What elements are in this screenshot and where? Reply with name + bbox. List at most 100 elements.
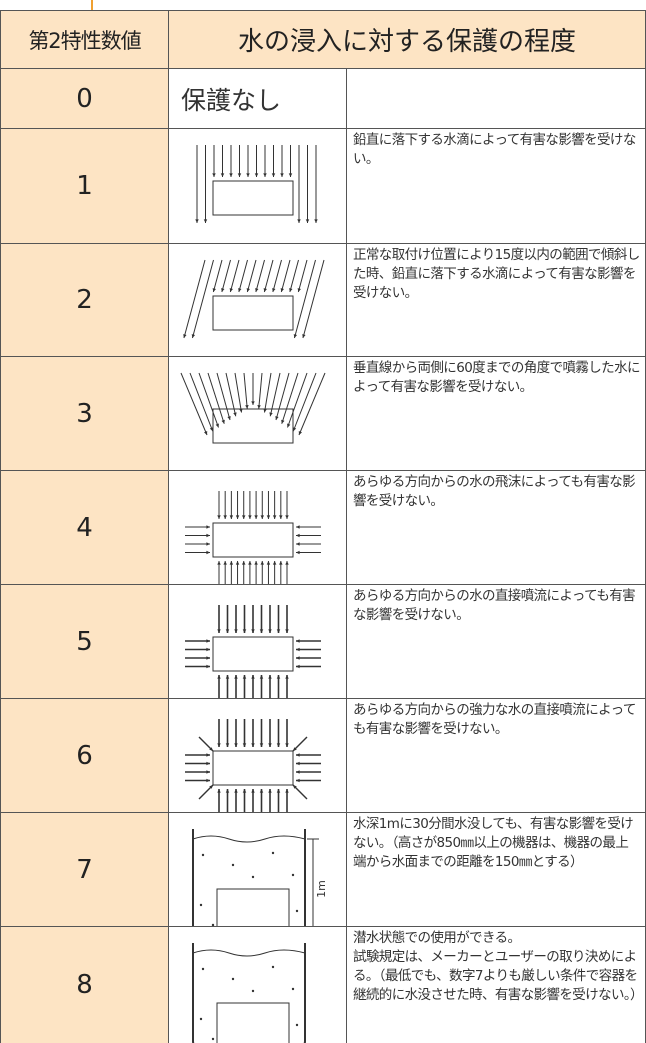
diagram-stroke — [285, 629, 289, 633]
diagram-stroke — [206, 647, 210, 652]
diagram-stroke — [206, 753, 210, 757]
diagram-cell — [168, 926, 347, 1043]
diagram-stroke — [217, 789, 221, 793]
diagram-stroke — [248, 515, 252, 519]
diagram-stroke — [264, 372, 272, 413]
diagram-stroke — [216, 888, 290, 926]
diagram-stroke — [199, 1017, 203, 1021]
diagram-stroke — [221, 259, 231, 293]
diagram-stroke — [268, 743, 272, 747]
diagram-cell — [168, 584, 347, 699]
diagram-stroke — [266, 515, 271, 519]
diagram-cell: 1m — [168, 812, 347, 927]
diagram-stroke — [242, 789, 247, 793]
diagram-stroke — [275, 416, 279, 420]
diagram-stroke — [233, 412, 237, 417]
diagram-stroke — [223, 561, 227, 565]
diagram-stroke — [246, 288, 250, 292]
diagram: 1m — [192, 829, 328, 926]
header-code: 第2特性数値 — [0, 10, 169, 69]
diagram-stroke — [217, 743, 221, 747]
diagram-stroke — [260, 561, 265, 565]
diagram-stroke — [246, 259, 257, 293]
diagram-stroke — [231, 977, 235, 981]
diagram-stroke — [211, 1037, 215, 1041]
diagram-stroke — [211, 923, 215, 926]
diagram-stroke — [271, 173, 276, 177]
diagram-stroke — [259, 743, 264, 747]
diagram-stroke — [251, 743, 255, 747]
diagram-stroke — [234, 743, 238, 747]
diagram-stroke — [281, 419, 285, 424]
diagram-stroke — [248, 561, 252, 565]
diagram-stroke — [314, 219, 318, 223]
diagram-stroke — [259, 675, 264, 679]
diagram-stroke — [238, 288, 242, 292]
diagram-stroke — [243, 372, 248, 409]
diagram-stroke — [206, 770, 210, 774]
diagram-stroke — [260, 515, 265, 519]
diagram-stroke — [204, 431, 208, 435]
diagram-stroke — [279, 561, 283, 565]
diagram-stroke — [285, 561, 289, 565]
diagram-stroke — [293, 785, 297, 789]
diagram-stroke — [180, 372, 208, 436]
diagram-stroke — [206, 550, 210, 555]
diagram-stroke — [215, 423, 219, 428]
diagram-label: 1m — [315, 880, 328, 898]
diagram-stroke — [212, 636, 294, 672]
diagram-stroke — [217, 629, 221, 633]
diagram-stroke — [275, 372, 290, 421]
description: 垂直線から両側に60度までの角度で噴霧した水によって有害な影響を受けない。 — [346, 356, 646, 471]
diagram-stroke — [292, 372, 317, 432]
diagram-stroke — [276, 675, 281, 679]
diagram — [195, 145, 318, 223]
diagram-stroke — [254, 173, 259, 177]
diagram-stroke — [189, 372, 214, 432]
diagram-cell — [168, 470, 347, 585]
diagram-stroke — [280, 173, 284, 177]
diagram-stroke — [198, 372, 219, 428]
diagram-stroke — [234, 675, 238, 679]
diagram-stroke — [195, 219, 199, 223]
row-code: 6 — [0, 698, 169, 813]
diagram-stroke — [229, 515, 234, 519]
diagram-stroke — [216, 372, 231, 421]
row-code: 0 — [0, 68, 169, 129]
diagram-stroke — [251, 629, 255, 633]
row-code: 8 — [0, 926, 169, 1043]
diagram-stroke — [281, 372, 299, 424]
diagram-stroke — [229, 288, 233, 292]
description: 鉛直に落下する水滴によって有害な影響を受けない。 — [346, 128, 646, 244]
diagram-stroke — [242, 743, 247, 747]
diagram-stroke — [229, 173, 233, 177]
diagram-stroke — [272, 515, 277, 519]
diagram-stroke — [263, 288, 267, 292]
diagram-stroke — [209, 427, 214, 432]
description: あらゆる方向からの水の直接噴流によっても有害な影響を受けない。 — [346, 584, 646, 699]
diagram-stroke — [268, 675, 272, 679]
diagram-stroke — [296, 770, 300, 774]
diagram-stroke — [285, 743, 289, 747]
diagram-stroke — [263, 408, 267, 413]
diagram-stroke — [212, 173, 216, 177]
diagram-stroke — [296, 533, 300, 538]
diagram-stroke — [251, 401, 255, 405]
diagram-stroke — [298, 431, 302, 435]
diagram-stroke — [201, 853, 205, 857]
diagram-stroke — [254, 515, 258, 519]
diagram-stroke — [192, 943, 306, 1043]
row-code: 2 — [0, 243, 169, 357]
diagram-stroke — [287, 423, 291, 428]
diagram-stroke — [192, 949, 306, 957]
diagram-stroke — [246, 173, 250, 177]
diagram-stroke — [285, 675, 289, 679]
diagram-stroke — [296, 647, 300, 652]
diagram-stroke — [206, 761, 210, 766]
diagram-stroke — [293, 334, 298, 338]
accent-line — [91, 0, 93, 10]
diagram-stroke — [223, 515, 227, 519]
diagram-stroke — [291, 873, 295, 877]
diagram-stroke — [276, 789, 281, 793]
row-code: 1 — [0, 128, 169, 244]
